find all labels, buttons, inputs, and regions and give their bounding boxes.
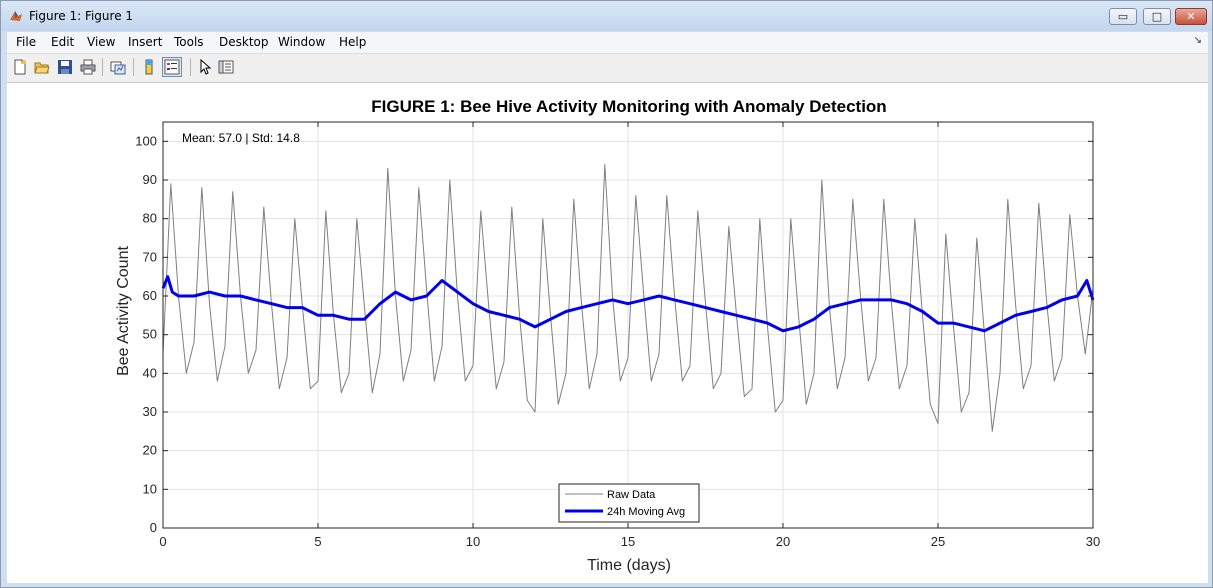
y-tick-label: 90: [143, 172, 157, 187]
pointer-icon[interactable]: [197, 59, 213, 75]
x-tick-label: 15: [621, 534, 635, 549]
menu-window[interactable]: Window: [278, 35, 326, 49]
toolbar-separator: [190, 58, 191, 76]
link-plot-icon[interactable]: [110, 59, 126, 75]
chart-title: FIGURE 1: Bee Hive Activity Monitoring w…: [371, 97, 886, 116]
menu-insert[interactable]: Insert: [128, 35, 163, 49]
window-title: Figure 1: Figure 1: [29, 9, 134, 23]
y-tick-label: 10: [143, 481, 157, 496]
close-button[interactable]: ✕: [1175, 8, 1207, 25]
series-layer: [161, 164, 1095, 432]
menu-edit[interactable]: Edit: [51, 35, 75, 49]
x-tick-label: 30: [1086, 534, 1100, 549]
x-tick-label: 5: [314, 534, 321, 549]
toolbar-separator: [102, 58, 103, 76]
minimize-icon: ▭: [1117, 10, 1129, 23]
matlab-icon: [10, 11, 22, 21]
legend-avg-label: 24h Moving Avg: [607, 506, 685, 518]
y-tick-label: 50: [143, 327, 157, 342]
toolbar-separator: [133, 58, 134, 76]
title-bar[interactable]: Figure 1: Figure 1 ▭ □ ✕: [1, 1, 1212, 31]
property-editor-icon[interactable]: [218, 59, 234, 75]
menu-help[interactable]: Help: [339, 35, 367, 49]
colorbar-icon[interactable]: [141, 59, 157, 75]
save-icon[interactable]: [57, 59, 73, 75]
ticks: 0 5 10 15 20 25 30 0 10 20 30 40 50 60 70 80 90 100: [135, 122, 1100, 549]
minimize-button[interactable]: ▭: [1109, 8, 1137, 25]
new-figure-icon[interactable]: [12, 59, 28, 75]
legend-icon[interactable]: [162, 57, 182, 77]
moving-avg-line: [161, 275, 1095, 333]
maximize-icon: □: [1151, 10, 1163, 23]
y-tick-label: 20: [143, 443, 157, 458]
open-file-icon[interactable]: [34, 59, 50, 75]
x-tick-label: 0: [159, 534, 166, 549]
toolbar: [7, 54, 1208, 83]
print-icon[interactable]: [80, 59, 96, 75]
legend-raw-label: Raw Data: [607, 489, 656, 501]
maximize-button[interactable]: □: [1143, 8, 1171, 25]
menu-bar: File Edit View Insert Tools Desktop Wind…: [7, 32, 1208, 54]
y-tick-label: 100: [135, 133, 157, 148]
y-tick-label: 70: [143, 249, 157, 264]
figure-canvas: 0 5 10 15 20 25 30 0 10 20 30 40 50 60 70 80 90 100 FIGUR…: [7, 83, 1208, 583]
stats-annotation: Mean: 57.0 | Std: 14.8: [182, 131, 300, 145]
x-tick-label: 10: [466, 534, 480, 549]
dock-arrow-icon[interactable]: ↘: [1193, 35, 1202, 46]
menu-tools[interactable]: Tools: [174, 35, 204, 49]
y-tick-label: 40: [143, 365, 157, 380]
menu-view[interactable]: View: [87, 35, 116, 49]
legend-box: [558, 483, 700, 523]
x-tick-label: 20: [776, 534, 790, 549]
y-axis-label: Bee Activity Count: [115, 246, 132, 376]
y-tick-label: 80: [143, 211, 157, 226]
menu-desktop[interactable]: Desktop: [219, 35, 269, 49]
menu-file[interactable]: File: [16, 35, 37, 49]
raw-data-line: [162, 164, 1094, 432]
legend[interactable]: Raw Data 24h Moving Avg: [558, 483, 700, 523]
y-tick-label: 30: [143, 404, 157, 419]
y-tick-label: 60: [143, 288, 157, 303]
chart[interactable]: 0 5 10 15 20 25 30 0 10 20 30 40 50 60 70 80 90 100 FIGUR…: [7, 83, 1208, 583]
y-tick-label: 0: [150, 520, 157, 535]
close-icon: ✕: [1186, 10, 1196, 23]
x-tick-label: 25: [931, 534, 945, 549]
x-axis-label: Time (days): [587, 557, 671, 574]
